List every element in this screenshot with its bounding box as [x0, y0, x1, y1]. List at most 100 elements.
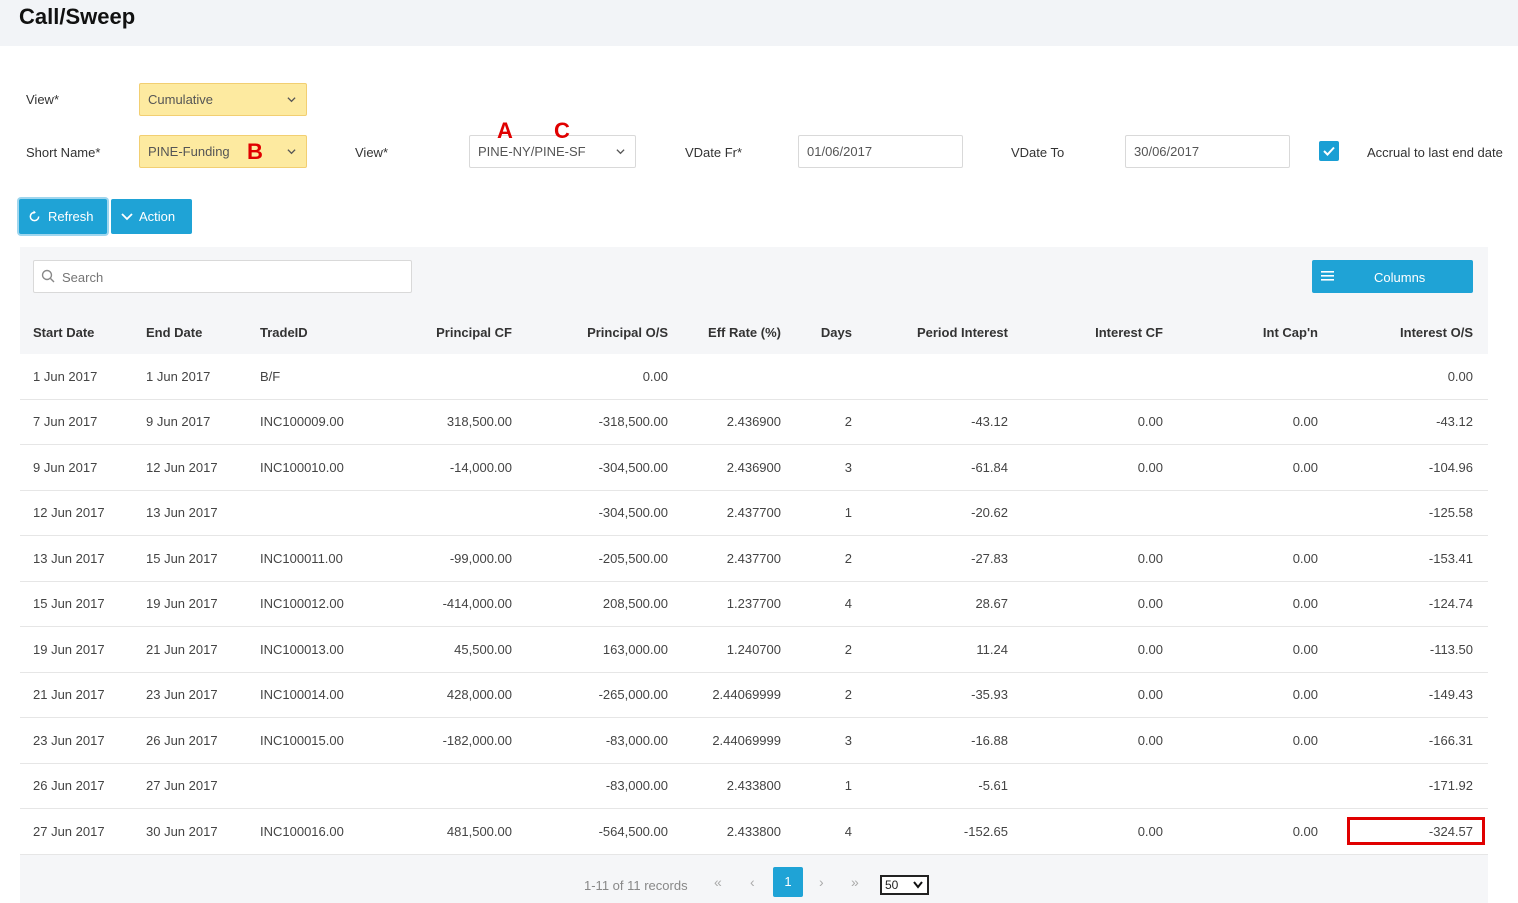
- table-row[interactable]: 12 Jun 2017 13 Jun 2017 -304,500.00 2.43770…: [20, 490, 1488, 536]
- cell-eff-rate: 2.437700: [726, 550, 781, 566]
- cell-principal-os: 0.00: [642, 368, 668, 384]
- cell-period-interest: -152.65: [963, 823, 1008, 839]
- table-row[interactable]: 19 Jun 2017 21 Jun 2017 INC100013.00 45,500…: [20, 627, 1488, 673]
- accrual-checkbox[interactable]: [1319, 141, 1339, 161]
- cell-end-date: 21 Jun 2017: [146, 641, 218, 657]
- check-icon: [1323, 146, 1335, 156]
- page-1-button[interactable]: 1: [773, 867, 803, 897]
- cell-principal-cf: 45,500.00: [454, 641, 512, 657]
- columns-label: Columns: [1374, 270, 1426, 285]
- header-principal-os[interactable]: Principal O/S: [587, 324, 668, 340]
- next-page-button[interactable]: ›: [819, 874, 824, 890]
- page-size-value: 50: [885, 878, 899, 892]
- table-row[interactable]: 21 Jun 2017 23 Jun 2017 INC100014.00 428,00…: [20, 672, 1488, 718]
- cell-principal-os: -83,000.00: [605, 732, 668, 748]
- cell-interest-os: 0.00: [1447, 368, 1473, 384]
- cell-interest-cf: [1040, 354, 1163, 399]
- cell-days: 2: [844, 550, 852, 566]
- cell-days: 4: [844, 823, 852, 839]
- header-end-date[interactable]: End Date: [146, 324, 203, 340]
- cell-principal-os: -304,500.00: [598, 505, 668, 521]
- short-name-select[interactable]: PINE-Funding: [139, 135, 307, 168]
- search-icon: [41, 269, 55, 283]
- cell-start-date: 15 Jun 2017: [33, 596, 105, 612]
- header-days[interactable]: Days: [820, 324, 852, 340]
- view2-select[interactable]: PINE-NY/PINE-SF: [469, 135, 636, 168]
- cell-days: 3: [844, 732, 852, 748]
- cell-period-interest: -16.88: [971, 732, 1008, 748]
- search-input[interactable]: [60, 267, 400, 287]
- columns-button[interactable]: Columns: [1312, 260, 1473, 293]
- action-button[interactable]: Action: [111, 199, 192, 234]
- header-int-capn[interactable]: Int Cap'n: [1262, 324, 1318, 340]
- pagination: 1-11 of 11 records « ‹ 1 › » 50: [0, 866, 1518, 900]
- cell-eff-rate: 1.240700: [726, 641, 781, 657]
- vdate-from-field[interactable]: 01/06/2017: [798, 135, 963, 168]
- cell-period-interest: 28.67: [975, 596, 1008, 612]
- cell-end-date: 12 Jun 2017: [146, 459, 218, 475]
- cell-end-date: 26 Jun 2017: [146, 732, 218, 748]
- header-interest-cf[interactable]: Interest CF: [1095, 324, 1163, 340]
- cell-days: 3: [844, 459, 852, 475]
- cell-interest-os: -149.43: [1428, 687, 1473, 703]
- header-eff-rate[interactable]: Eff Rate (%): [708, 324, 781, 340]
- cell-end-date: 15 Jun 2017: [146, 550, 218, 566]
- last-page-button[interactable]: »: [851, 874, 859, 890]
- cell-end-date: 13 Jun 2017: [146, 505, 218, 521]
- table-row[interactable]: 27 Jun 2017 30 Jun 2017 INC100016.00 481,50…: [20, 809, 1488, 855]
- header-interest-os[interactable]: Interest O/S: [1400, 324, 1473, 340]
- table-row[interactable]: 7 Jun 2017 9 Jun 2017 INC100009.00 318,500.…: [20, 399, 1488, 445]
- cell-principal-cf: [400, 354, 512, 399]
- table-row[interactable]: 26 Jun 2017 27 Jun 2017 -83,000.00 2.433800…: [20, 763, 1488, 809]
- cell-trade-id: INC100011.00: [260, 550, 343, 566]
- cell-interest-cf: 0.00: [1137, 641, 1163, 657]
- cell-int-capn: 0.00: [1292, 414, 1318, 430]
- first-page-button[interactable]: «: [714, 874, 722, 890]
- cell-eff-rate: 2.433800: [726, 823, 781, 839]
- table-row[interactable]: 1 Jun 2017 1 Jun 2017 B/F 0.00 0.00: [20, 354, 1488, 400]
- header-principal-cf[interactable]: Principal CF: [436, 324, 512, 340]
- cell-eff-rate: 2.437700: [726, 505, 781, 521]
- cell-trade-id: INC100016.00: [260, 823, 344, 839]
- cell-int-capn: 0.00: [1292, 687, 1318, 703]
- page-size-select[interactable]: 50: [880, 875, 929, 895]
- cell-trade-id: INC100015.00: [260, 732, 344, 748]
- header-period-interest[interactable]: Period Interest: [916, 324, 1008, 340]
- cell-end-date: 30 Jun 2017: [146, 823, 218, 839]
- header-start-date[interactable]: Start Date: [33, 324, 95, 340]
- cell-int-capn: [1200, 764, 1318, 809]
- table-row[interactable]: 13 Jun 2017 15 Jun 2017 INC100011.00 -99,00…: [20, 536, 1488, 582]
- vdate-to-field[interactable]: 30/06/2017: [1125, 135, 1290, 168]
- cell-interest-os: -43.12: [1436, 414, 1473, 430]
- cell-end-date: 19 Jun 2017: [146, 596, 218, 612]
- cell-principal-os: -205,500.00: [598, 550, 668, 566]
- table-row[interactable]: 15 Jun 2017 19 Jun 2017 INC100012.00 -414,0…: [20, 581, 1488, 627]
- header-trade-id[interactable]: TradeID: [260, 324, 308, 340]
- cell-period-interest: -27.83: [971, 550, 1008, 566]
- table-row[interactable]: 23 Jun 2017 26 Jun 2017 INC100015.00 -182,0…: [20, 718, 1488, 764]
- cell-end-date: 1 Jun 2017: [146, 368, 211, 384]
- view2-label: View*: [355, 145, 389, 160]
- cell-interest-os: -166.31: [1428, 732, 1473, 748]
- cell-start-date: 19 Jun 2017: [33, 641, 105, 657]
- cell-start-date: 9 Jun 2017: [33, 459, 98, 475]
- refresh-label: Refresh: [48, 209, 94, 224]
- cell-int-capn: 0.00: [1292, 550, 1318, 566]
- cell-eff-rate: 2.433800: [726, 778, 781, 794]
- cell-period-interest: -61.84: [971, 459, 1008, 475]
- records-count: 1-11 of 11 records: [584, 878, 688, 893]
- refresh-button[interactable]: Refresh: [19, 199, 107, 234]
- cell-trade-id: [260, 764, 410, 809]
- cell-interest-cf: 0.00: [1137, 596, 1163, 612]
- prev-page-button[interactable]: ‹: [750, 874, 755, 890]
- table-row[interactable]: 9 Jun 2017 12 Jun 2017 INC100010.00 -14,000…: [20, 445, 1488, 491]
- cell-period-interest: -20.62: [971, 505, 1008, 521]
- view-select[interactable]: Cumulative: [139, 83, 307, 116]
- cell-end-date: 27 Jun 2017: [146, 778, 218, 794]
- cell-principal-cf: [400, 491, 512, 536]
- cell-trade-id: INC100013.00: [260, 641, 344, 657]
- cell-principal-os: -83,000.00: [605, 778, 668, 794]
- search-box[interactable]: [33, 260, 412, 293]
- cell-int-capn: 0.00: [1292, 641, 1318, 657]
- cell-principal-cf: -14,000.00: [449, 459, 512, 475]
